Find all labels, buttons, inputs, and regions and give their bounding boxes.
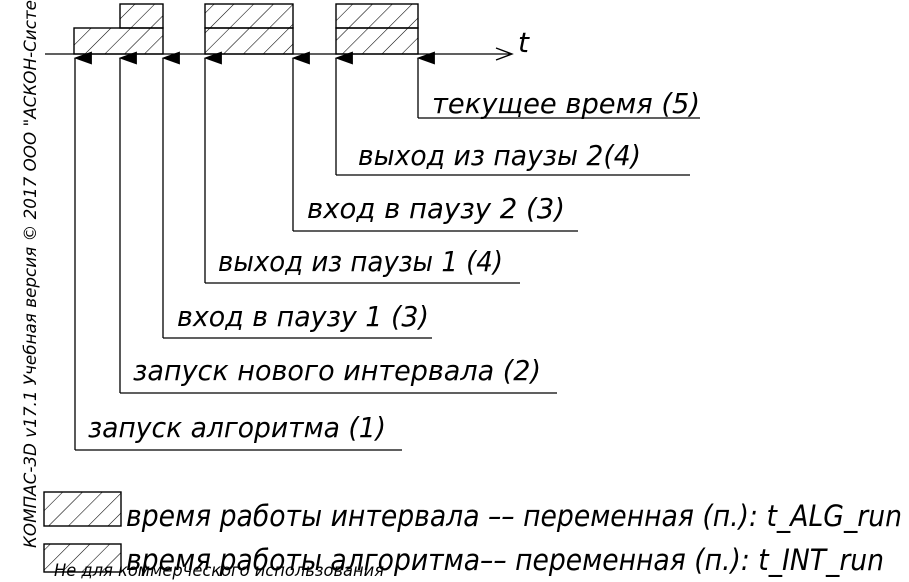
- legend-item-interval: время работы интервала –– переменная (п.…: [43, 491, 902, 533]
- axis-label-t: t: [518, 26, 530, 59]
- interval-bar-1: [73, 27, 164, 55]
- event-leader-7: [416, 51, 700, 119]
- side-license-text: КОМПАС-3D v17.1 Учебная версия © 2017 ОО…: [21, 0, 41, 548]
- event-leader-2: [118, 51, 557, 394]
- legend-swatch-algorithm: [43, 543, 122, 573]
- legend-item-algorithm: время работы алгоритма–– переменная (п.)…: [43, 543, 884, 577]
- watermark-text: Не для коммерческого использования: [54, 561, 384, 581]
- legend-swatch-interval: [43, 491, 122, 527]
- interval-bar-3-top: [335, 3, 419, 29]
- event-label-2: запуск нового интервала (2): [133, 354, 541, 387]
- event-label-3: вход в паузу 1 (3): [177, 300, 429, 333]
- event-leader-3: [161, 51, 432, 339]
- interval-bar-2-top: [204, 3, 294, 29]
- event-label-6: выход из паузы 2(4): [358, 139, 641, 172]
- event-leader-1: [73, 51, 402, 451]
- interval-bar-2: [204, 27, 294, 55]
- event-labels: запуск алгоритма (1) запуск нового интер…: [88, 87, 700, 444]
- event-label-1: запуск алгоритма (1): [88, 411, 386, 444]
- legend: время работы интервала –– переменная (п.…: [43, 491, 902, 577]
- event-leader-6: [334, 51, 690, 176]
- legend-label-algorithm: время работы алгоритма–– переменная (п.)…: [126, 543, 884, 577]
- event-label-4: выход из паузы 1 (4): [218, 245, 503, 278]
- event-leader-5: [291, 51, 578, 232]
- interval-bars: [73, 3, 419, 55]
- interval-bar-3: [335, 27, 419, 55]
- event-leaders: [73, 51, 700, 451]
- event-label-7: текущее время (5): [432, 87, 700, 120]
- interval-bar-1-top: [119, 3, 164, 29]
- legend-label-interval: время работы интервала –– переменная (п.…: [126, 499, 902, 533]
- event-leader-4: [203, 51, 520, 284]
- event-label-5: вход в паузу 2 (3): [307, 192, 565, 225]
